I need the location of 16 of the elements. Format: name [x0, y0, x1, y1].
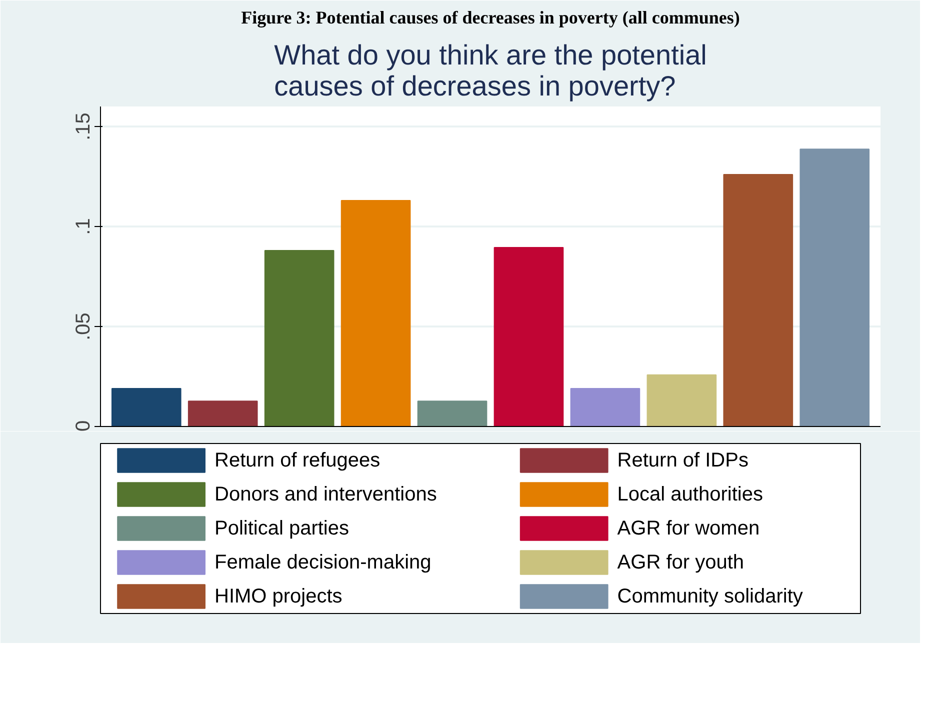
legend-label: AGR for youth [617, 552, 744, 574]
legend-label: Political parties [214, 518, 350, 540]
legend-label: HIMO projects [214, 586, 342, 608]
y-tick-label: 0 [72, 420, 94, 432]
legend-label: Female decision-making [214, 552, 432, 574]
legend-label: Return of IDPs [617, 450, 748, 472]
chart-title: What do you think are the potential causes of decreases in poverty? [274, 40, 707, 102]
y-tick-label: .15 [72, 112, 94, 140]
legend-label: AGR for women [617, 518, 760, 540]
y-tick-label: .1 [72, 218, 94, 235]
legend-label: Return of refugees [214, 450, 380, 472]
legend-label: Donors and interventions [214, 484, 437, 506]
y-tick-label: .05 [72, 312, 94, 340]
legend-label: Local authorities [617, 484, 763, 506]
legend-label: Community solidarity [617, 586, 803, 608]
caption: Figure 3: Potential causes of decreases in poverty (all communes) [241, 8, 740, 28]
